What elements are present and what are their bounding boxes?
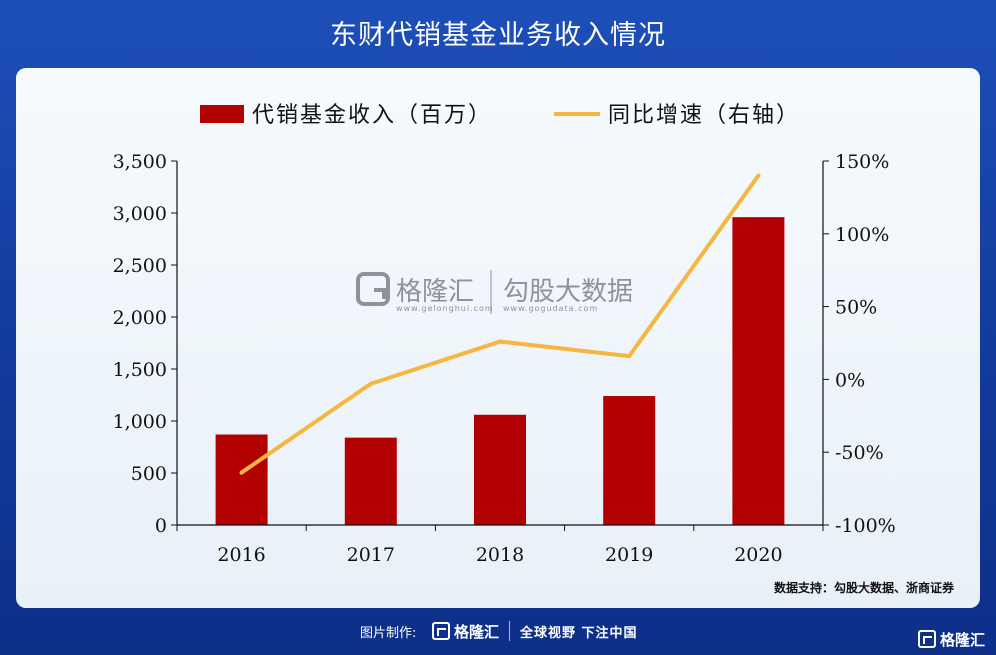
source-note: 数据支持：勾股大数据、浙商证券 [773, 581, 954, 595]
growth-point-2016 [239, 470, 244, 475]
footer-made-label: 图片制作: [360, 626, 417, 641]
right-tick-label: 50% [835, 297, 877, 319]
left-tick-label: 3,500 [113, 151, 167, 173]
left-tick-label: 1,000 [113, 411, 167, 433]
bar-2016 [215, 434, 268, 525]
x-tick-label: 2018 [476, 544, 524, 566]
right-tick-label: 100% [835, 224, 889, 246]
left-tick-label: 0 [155, 515, 167, 537]
corner-logo-text: 格隆汇 [940, 630, 986, 649]
bar-2017 [344, 437, 397, 525]
watermark-logo-mark [374, 288, 386, 299]
right-tick-label: -100% [835, 515, 896, 537]
corner-logo: 格隆汇 [918, 626, 985, 652]
right-tick-label: -50% [835, 442, 884, 464]
gelonghui-logo-icon [432, 622, 450, 640]
bar-2019 [603, 396, 656, 525]
chart-title: 东财代销基金业务收入情况 [330, 20, 666, 51]
growth-point-2020 [756, 173, 761, 178]
legend-bar-swatch [200, 105, 244, 123]
left-tick-label: 2,500 [113, 255, 167, 277]
x-tick-label: 2017 [347, 544, 395, 566]
footer-bar: 图片制作: 格隆汇 全球视野 下注中国 格隆汇 [0, 612, 996, 655]
legend-bar-label: 代销基金收入（百万） [252, 103, 492, 128]
x-tick-label: 2019 [605, 544, 653, 566]
growth-point-2018 [498, 339, 502, 344]
left-tick-label: 1,500 [113, 359, 167, 381]
bar-2020 [732, 217, 785, 525]
corner-logo-icon [918, 630, 936, 648]
chart-card: 格隆汇 www.gelonghui.com 勾股大数据 www.gogudata.co… [16, 68, 980, 608]
footer-logo: 格隆汇 [432, 618, 499, 644]
watermark-logo-text: 格隆汇 [396, 277, 474, 307]
footer-separator [509, 621, 510, 641]
watermark-logo-icon [356, 272, 390, 306]
legend-line-label: 同比增速（右轴） [608, 103, 800, 128]
x-tick-label: 2016 [217, 544, 265, 566]
left-tick-label: 3,000 [113, 203, 167, 225]
left-tick-label: 500 [131, 463, 167, 485]
watermark-logo-url: www.gelonghui.com [396, 304, 494, 313]
right-tick-label: 150% [835, 151, 889, 173]
footer-slogan: 全球视野 下注中国 [520, 626, 638, 641]
growth-point-2017 [368, 381, 373, 386]
footer-logo-text: 格隆汇 [454, 622, 500, 641]
watermark-brand-text: 勾股大数据 [503, 277, 633, 307]
bar-2018 [474, 414, 526, 525]
right-tick-label: 0% [835, 369, 865, 391]
left-tick-label: 2,000 [113, 307, 167, 329]
watermark-brand-url: www.gogudata.com [503, 304, 598, 313]
x-tick-label: 2020 [734, 544, 782, 566]
growth-point-2019 [627, 354, 632, 359]
